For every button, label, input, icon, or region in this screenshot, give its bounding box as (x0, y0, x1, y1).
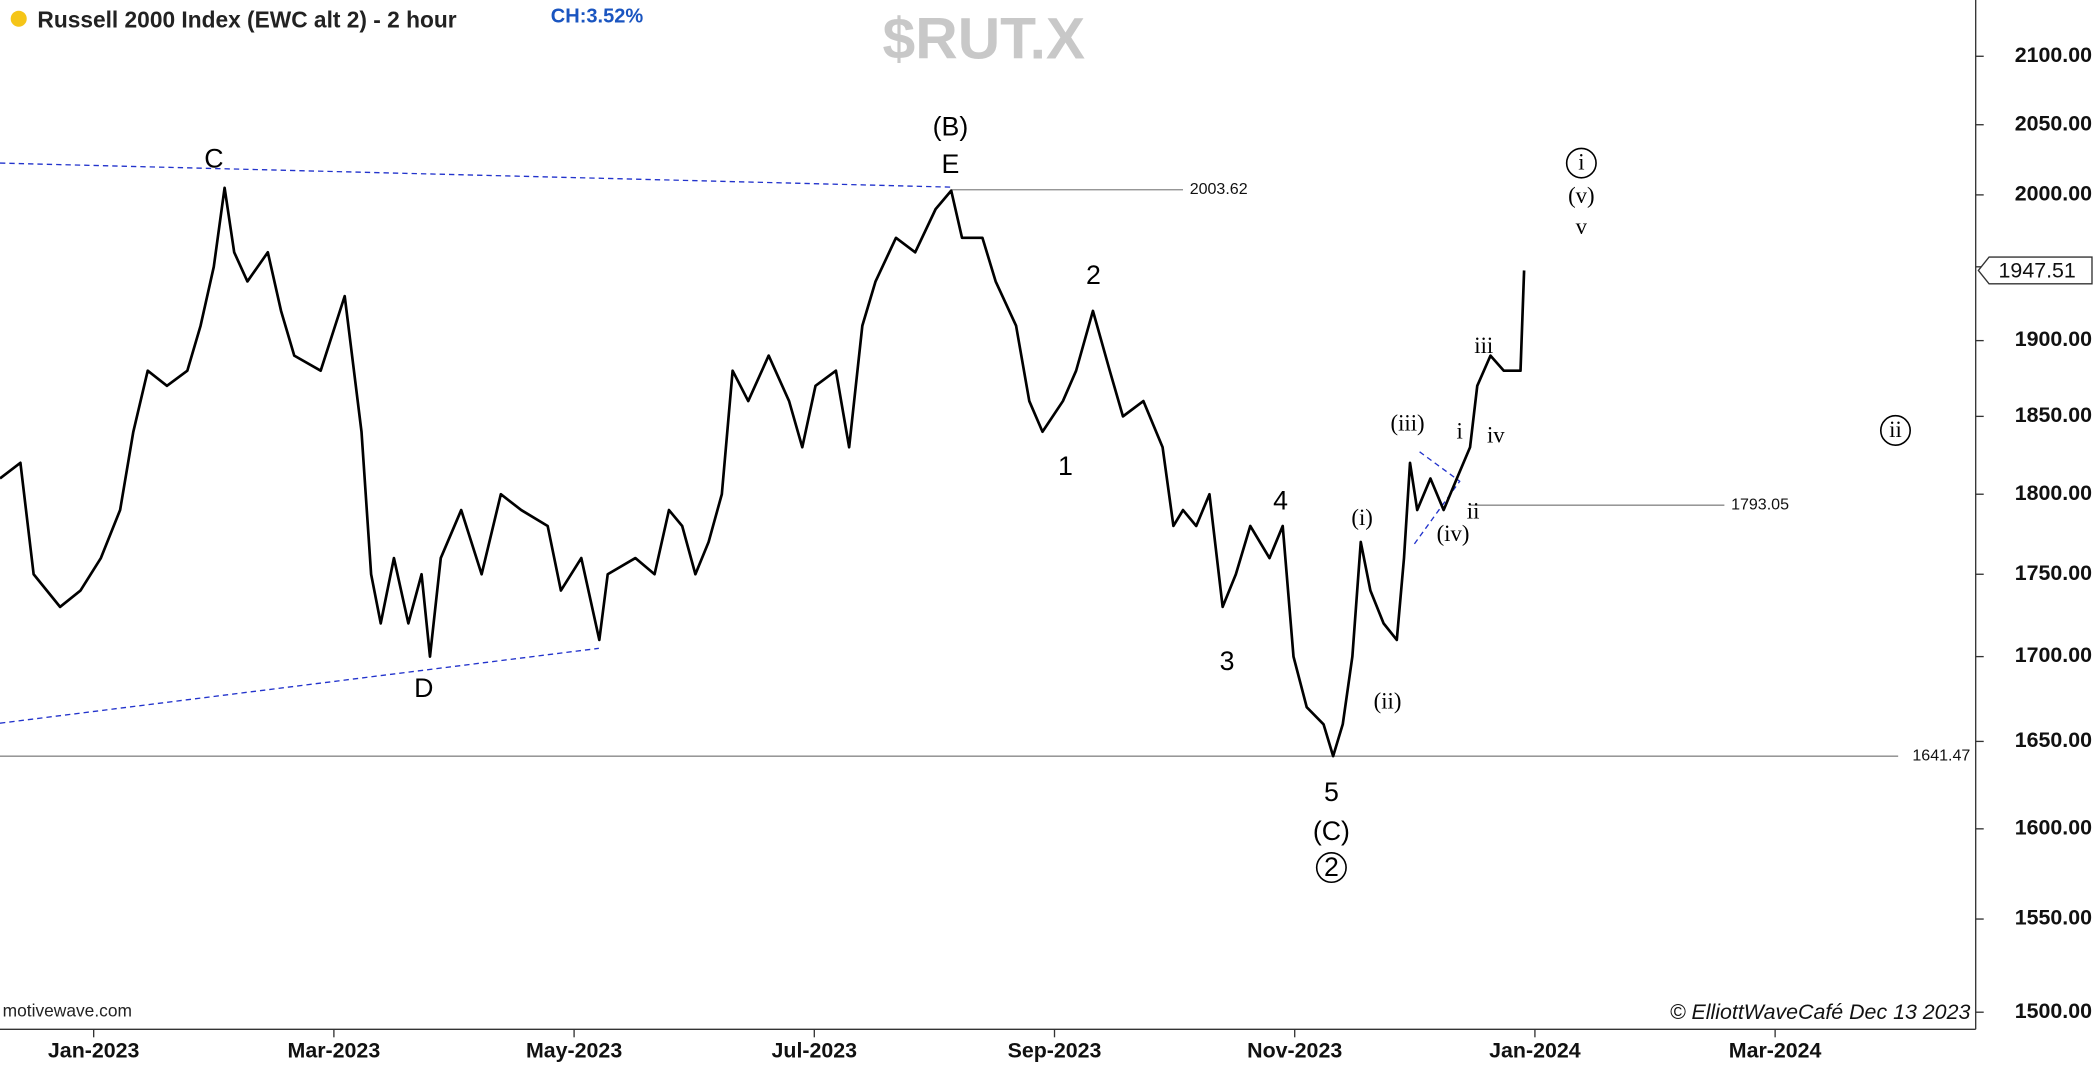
last-price-label: 1947.51 (1999, 258, 2076, 282)
y-tick-label: 2100.00 (2015, 43, 2092, 67)
wave-label: D (414, 673, 433, 703)
source: motivewave.com (3, 1001, 132, 1021)
wave-label: (iv) (1437, 521, 1470, 546)
status-dot (10, 10, 27, 27)
y-tick-label: 1900.00 (2015, 327, 2092, 351)
y-tick-label: 2050.00 (2015, 111, 2092, 135)
price-line (0, 186, 1526, 758)
y-tick-label: 1600.00 (2015, 815, 2092, 839)
wave-label: ii (1467, 499, 1480, 524)
credit: © ElliottWaveCafé Dec 13 2023 (1670, 1000, 1971, 1024)
wave-label: v (1576, 214, 1588, 239)
x-tick-label: Jan-2024 (1489, 1039, 1581, 1063)
x-tick-label: Sep-2023 (1008, 1039, 1102, 1063)
x-tick-label: Jan-2023 (48, 1039, 140, 1063)
wave-label: 4 (1273, 486, 1288, 516)
y-tick-label: 1750.00 (2015, 561, 2092, 585)
wave-label: ii (1889, 417, 1902, 442)
y-tick-label: 1700.00 (2015, 643, 2092, 667)
y-tick-label: 1500.00 (2015, 999, 2092, 1023)
y-tick-label: 1550.00 (2015, 906, 2092, 930)
triangle-line (1413, 451, 1461, 545)
wave-label: 5 (1324, 777, 1339, 807)
wave-label: (i) (1351, 505, 1372, 530)
wave-label: 2 (1086, 260, 1101, 290)
y-tick-label: 2000.00 (2015, 182, 2092, 206)
wave-circle (1315, 852, 1347, 884)
wave-label: C (204, 143, 223, 173)
wave-circle (1879, 414, 1911, 446)
change: CH:3.52% (551, 6, 644, 28)
wave-label: (B) (933, 111, 969, 141)
wave-label: iii (1474, 333, 1493, 358)
wave-label: i (1457, 418, 1463, 443)
y-tick-label: 1650.00 (2015, 728, 2092, 752)
trend-line (0, 647, 599, 724)
wave-label: E (942, 149, 960, 179)
last-price-tag (1977, 256, 2093, 285)
x-tick-label: Jul-2023 (772, 1039, 858, 1063)
y-tick-label: 1800.00 (2015, 481, 2092, 505)
watermark: $RUT.X (883, 6, 1086, 71)
wave-label: 3 (1220, 646, 1235, 676)
wave-label: iv (1487, 422, 1505, 447)
y-tick-label: 1850.00 (2015, 403, 2092, 427)
x-tick-label: May-2023 (526, 1039, 622, 1063)
level-label: 2003.62 (1190, 180, 1248, 198)
chart-title: Russell 2000 Index (EWC alt 2) - 2 hour (37, 6, 456, 32)
x-tick-label: Nov-2023 (1247, 1039, 1342, 1063)
wave-label: i (1578, 150, 1584, 175)
wave-label: (ii) (1374, 688, 1402, 713)
wave-label: 1 (1058, 451, 1073, 481)
wave-label: 2 (1324, 852, 1339, 882)
level-label: 1793.05 (1731, 495, 1789, 513)
wave-label: (v) (1568, 183, 1595, 208)
wave-circle (1565, 147, 1597, 179)
wave-label: (C) (1313, 816, 1350, 846)
wave-label: (iii) (1391, 410, 1425, 435)
level-label: 1641.47 (1912, 746, 1970, 764)
x-tick-label: Mar-2024 (1729, 1039, 1822, 1063)
x-tick-label: Mar-2023 (288, 1039, 381, 1063)
